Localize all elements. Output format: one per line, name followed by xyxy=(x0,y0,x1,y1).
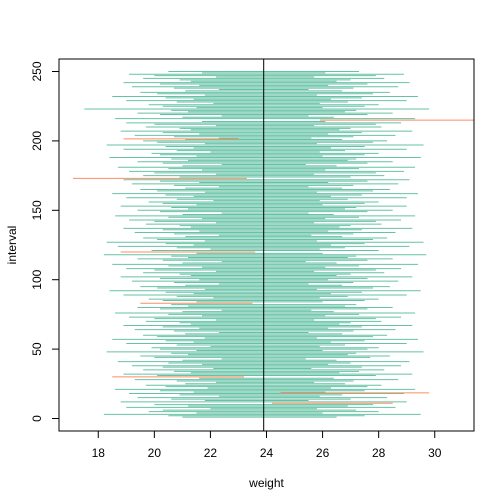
x-tick-label: 30 xyxy=(428,446,442,460)
x-tick-label: 20 xyxy=(148,446,162,460)
x-tick-label: 24 xyxy=(260,446,274,460)
interval-segments xyxy=(73,70,474,418)
y-tick-label: 100 xyxy=(30,269,44,289)
x-tick-label: 18 xyxy=(92,446,106,460)
x-tick-label: 26 xyxy=(316,446,330,460)
x-tick-label: 28 xyxy=(372,446,386,460)
y-tick-label: 150 xyxy=(30,200,44,220)
y-axis-title: interval xyxy=(5,226,19,265)
y-tick-label: 0 xyxy=(30,415,44,422)
y-tick-label: 200 xyxy=(30,131,44,151)
x-tick-label: 22 xyxy=(204,446,218,460)
y-axis: 0 50 100 150 200 250 xyxy=(30,61,60,422)
y-tick-label: 50 xyxy=(30,342,44,356)
x-axis-title: weight xyxy=(248,476,284,490)
x-axis: 18 20 22 24 26 28 30 xyxy=(92,430,442,460)
y-tick-label: 250 xyxy=(30,61,44,81)
